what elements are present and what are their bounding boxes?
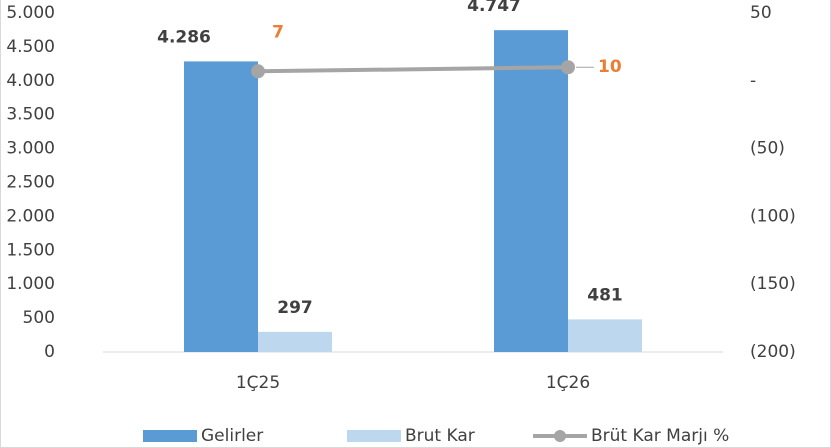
legend-swatch bbox=[347, 430, 401, 442]
bar bbox=[568, 319, 642, 352]
bar bbox=[184, 61, 258, 352]
y-tick-label: 3.500 bbox=[6, 105, 55, 125]
legend-label: Brut Kar bbox=[405, 426, 475, 446]
y2-tick-label: (50) bbox=[750, 139, 785, 159]
value-label: 4.286 bbox=[157, 27, 211, 47]
line bbox=[257, 65, 569, 74]
legend-swatch bbox=[143, 430, 197, 442]
line-point bbox=[561, 60, 575, 75]
y-tick-label: 4.500 bbox=[6, 37, 55, 57]
legend-label: Brüt Kar Marjı % bbox=[591, 426, 729, 446]
y-tick-label: 0 bbox=[44, 342, 55, 362]
y2-tick-label: (200) bbox=[750, 342, 796, 362]
y2-tick-label: - bbox=[750, 71, 756, 91]
line-point bbox=[251, 64, 265, 79]
x-tick-label: 1Ç26 bbox=[546, 373, 590, 393]
legend-swatch bbox=[554, 430, 566, 442]
y-tick-label: 4.000 bbox=[6, 71, 55, 91]
y2-tick-label: (100) bbox=[750, 206, 796, 226]
bar bbox=[494, 30, 568, 352]
value-label: 4.747 bbox=[467, 0, 521, 16]
value-label: 481 bbox=[587, 285, 623, 305]
value-label: 7 bbox=[272, 22, 284, 42]
bar bbox=[258, 331, 332, 352]
y-tick-label: 2.500 bbox=[6, 173, 55, 193]
y-tick-label: 500 bbox=[23, 308, 55, 328]
y-tick-label: 5.000 bbox=[6, 3, 55, 23]
value-label: 10 bbox=[598, 57, 622, 77]
x-tick-label: 1Ç25 bbox=[236, 373, 280, 393]
y-tick-label: 2.000 bbox=[6, 206, 55, 226]
y-tick-label: 1.500 bbox=[6, 240, 55, 260]
value-label: 297 bbox=[277, 298, 313, 318]
y-tick-label: 1.000 bbox=[6, 274, 55, 294]
y2-tick-label: 50 bbox=[750, 3, 772, 23]
legend-label: Gelirler bbox=[201, 426, 263, 446]
y-tick-label: 3.000 bbox=[6, 139, 55, 159]
y2-tick-label: (150) bbox=[750, 274, 796, 294]
